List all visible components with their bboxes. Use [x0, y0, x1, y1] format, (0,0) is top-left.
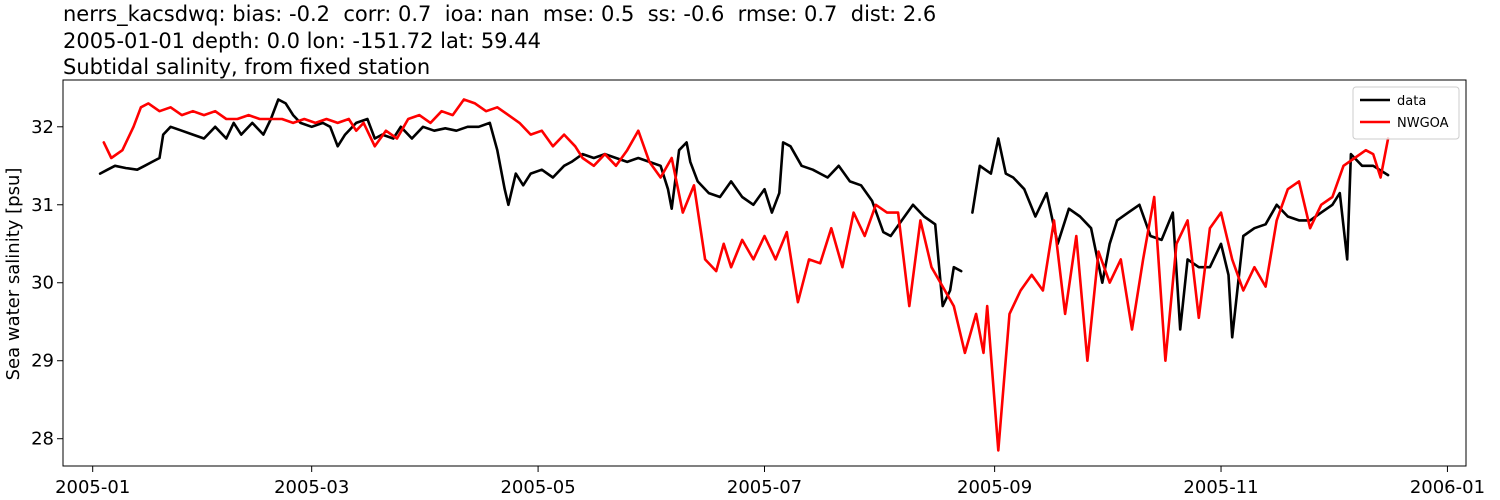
chart-title-line-1: nerrs_kacsdwq: bias: -0.2 corr: 0.7 ioa:… — [63, 2, 937, 26]
axes-layer: 2005-01 2005-03 2005-05 2005-07 2005-09 2005-… — [31, 79, 1485, 498]
series-layer — [98, 98, 1390, 452]
series-line-data-0 — [98, 98, 963, 308]
y-tick-label: 32 — [31, 117, 54, 138]
legend-label-nwgoa: NWGOA — [1397, 116, 1449, 131]
x-tick-label: 2005-07 — [727, 477, 802, 498]
chart-title-line-3: Subtidal salinity, from fixed station — [63, 55, 431, 79]
y-tick-label: 28 — [31, 429, 54, 450]
x-tick-label: 2005-09 — [957, 477, 1032, 498]
x-tick-label: 2005-03 — [274, 477, 349, 498]
y-tick-label: 31 — [31, 195, 54, 216]
x-tick-label: 2006-01 — [1410, 477, 1485, 498]
y-tick-label: 29 — [31, 351, 54, 372]
legend: data NWGOA — [1352, 86, 1460, 140]
x-tick-label: 2005-05 — [500, 477, 575, 498]
chart-title-line-2: 2005-01-01 depth: 0.0 lon: -151.72 lat: … — [63, 29, 541, 53]
legend-label-data: data — [1397, 94, 1426, 109]
y-axis-label: Sea water salinity [psu] — [3, 168, 24, 381]
x-tick-label: 2005-11 — [1183, 477, 1258, 498]
series-line-nwgoa-2 — [102, 98, 1390, 452]
x-tick-label: 2005-01 — [55, 477, 130, 498]
plot-frame — [62, 79, 1467, 467]
series-line-data-1 — [971, 137, 1390, 339]
y-tick-label: 30 — [31, 273, 54, 294]
